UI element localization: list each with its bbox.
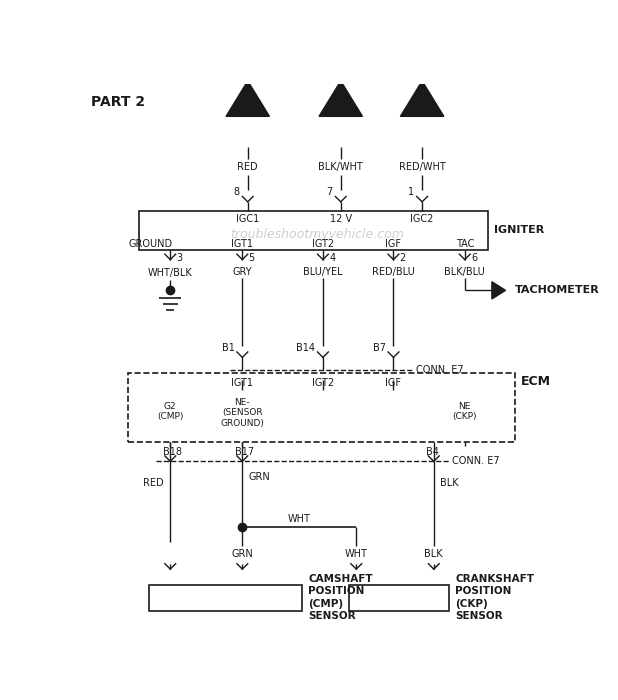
Text: BLK/WHT: BLK/WHT bbox=[318, 162, 363, 172]
Text: C: C bbox=[417, 93, 428, 108]
Text: B17: B17 bbox=[235, 447, 254, 457]
Text: B1: B1 bbox=[222, 343, 235, 353]
Bar bbox=[148, 584, 302, 612]
Bar bbox=[139, 211, 488, 250]
Text: GRN: GRN bbox=[248, 472, 270, 482]
Text: RED/WHT: RED/WHT bbox=[399, 162, 446, 172]
Text: ECM: ECM bbox=[520, 375, 551, 388]
Text: RED/BLU: RED/BLU bbox=[372, 267, 415, 277]
Text: WHT: WHT bbox=[345, 549, 368, 559]
Text: IGNITER: IGNITER bbox=[494, 225, 544, 235]
Text: CONN. E7: CONN. E7 bbox=[452, 456, 500, 466]
Text: G2
(CMP): G2 (CMP) bbox=[157, 402, 184, 421]
Text: 3: 3 bbox=[177, 253, 182, 263]
Polygon shape bbox=[226, 81, 269, 116]
Text: 2: 2 bbox=[400, 253, 406, 263]
Text: IGT2: IGT2 bbox=[312, 239, 334, 249]
Text: CONN. E7: CONN. E7 bbox=[416, 365, 464, 374]
Text: NE
(CKP): NE (CKP) bbox=[452, 402, 477, 421]
Text: BLK/BLU: BLK/BLU bbox=[444, 267, 485, 277]
Text: CRANKSHAFT
POSITION
(CKP)
SENSOR: CRANKSHAFT POSITION (CKP) SENSOR bbox=[455, 574, 535, 621]
Bar bbox=[128, 372, 515, 442]
Text: 6: 6 bbox=[471, 253, 477, 263]
Bar bbox=[349, 584, 449, 612]
Text: WHT: WHT bbox=[287, 514, 310, 524]
Text: 12 V: 12 V bbox=[329, 214, 352, 224]
Polygon shape bbox=[400, 81, 444, 116]
Text: GRY: GRY bbox=[232, 267, 252, 277]
Text: IGT1: IGT1 bbox=[231, 378, 253, 388]
Text: IGF: IGF bbox=[386, 378, 402, 388]
Text: 1: 1 bbox=[407, 187, 413, 197]
Text: CAMSHAFT
POSITION
(CMP)
SENSOR: CAMSHAFT POSITION (CMP) SENSOR bbox=[308, 574, 373, 621]
Text: PART 2: PART 2 bbox=[91, 94, 145, 108]
Text: WHT/BLK: WHT/BLK bbox=[148, 267, 193, 278]
Text: B: B bbox=[335, 93, 347, 108]
Text: B14: B14 bbox=[296, 343, 315, 353]
Text: 4: 4 bbox=[329, 253, 335, 263]
Text: GROUND: GROUND bbox=[129, 239, 173, 249]
Text: IGC2: IGC2 bbox=[410, 214, 434, 224]
Text: BLK: BLK bbox=[440, 478, 459, 488]
Text: BLU/YEL: BLU/YEL bbox=[303, 267, 343, 277]
Text: RED: RED bbox=[237, 162, 258, 172]
Text: 7: 7 bbox=[326, 187, 332, 197]
Text: NE-
(SENSOR
GROUND): NE- (SENSOR GROUND) bbox=[221, 398, 265, 428]
Text: GRN: GRN bbox=[232, 549, 253, 559]
Text: IGF: IGF bbox=[386, 239, 402, 249]
Polygon shape bbox=[492, 281, 506, 299]
Text: 8: 8 bbox=[233, 187, 239, 197]
Text: IGC1: IGC1 bbox=[236, 214, 260, 224]
Text: IGT1: IGT1 bbox=[231, 239, 253, 249]
Text: TACHOMETER: TACHOMETER bbox=[515, 286, 600, 295]
Text: RED: RED bbox=[143, 478, 164, 488]
Text: 5: 5 bbox=[248, 253, 255, 263]
Text: B18: B18 bbox=[163, 447, 182, 457]
Text: troubleshootmyvehicle.com: troubleshootmyvehicle.com bbox=[230, 228, 404, 241]
Text: B7: B7 bbox=[373, 343, 386, 353]
Text: BLK: BLK bbox=[425, 549, 443, 559]
Text: IGT2: IGT2 bbox=[312, 378, 334, 388]
Text: A: A bbox=[242, 93, 253, 108]
Polygon shape bbox=[319, 81, 362, 116]
Text: B4: B4 bbox=[426, 447, 439, 457]
Text: TAC: TAC bbox=[455, 239, 474, 249]
